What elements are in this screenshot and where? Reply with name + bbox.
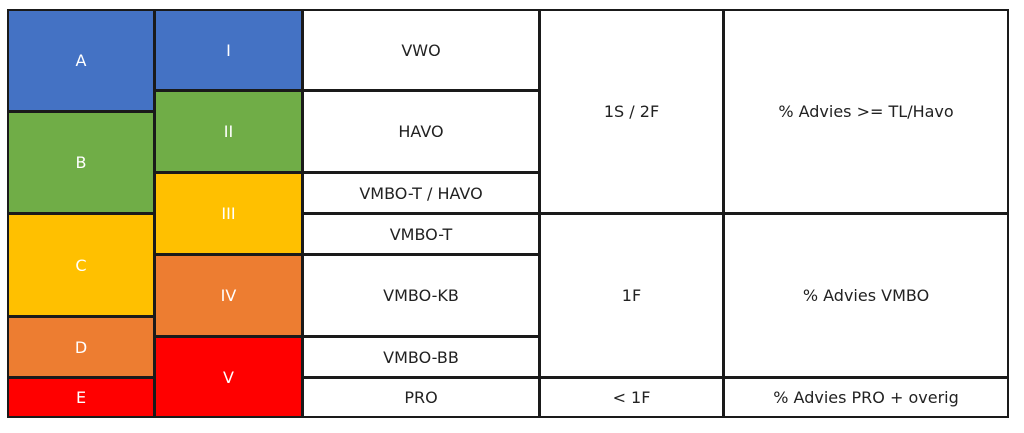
school-type-cell: VMBO-T / HAVO [302, 172, 540, 214]
indicator-cell: % Advies VMBO [723, 213, 1009, 378]
school-type-cell: VMBO-BB [302, 336, 540, 378]
group-cell: I [154, 9, 303, 91]
reference-level-cell: 1F [539, 213, 724, 378]
level-cell: D [7, 316, 155, 378]
reference-level-cell: < 1F [539, 377, 724, 418]
level-cell: A [7, 9, 155, 112]
level-cell: C [7, 213, 155, 317]
indicator-cell: % Advies >= TL/Havo [723, 9, 1009, 214]
group-cell: V [154, 336, 303, 418]
indicator-cell: % Advies PRO + overig [723, 377, 1009, 418]
group-cell: IV [154, 254, 303, 337]
level-cell: B [7, 111, 155, 214]
school-type-cell: VMBO-T [302, 213, 540, 255]
school-type-cell: VWO [302, 9, 540, 91]
school-type-cell: PRO [302, 377, 540, 418]
reference-level-cell: 1S / 2F [539, 9, 724, 214]
group-cell: II [154, 90, 303, 173]
level-cell: E [7, 377, 155, 418]
school-type-cell: HAVO [302, 90, 540, 173]
school-type-cell: VMBO-KB [302, 254, 540, 337]
group-cell: III [154, 172, 303, 255]
